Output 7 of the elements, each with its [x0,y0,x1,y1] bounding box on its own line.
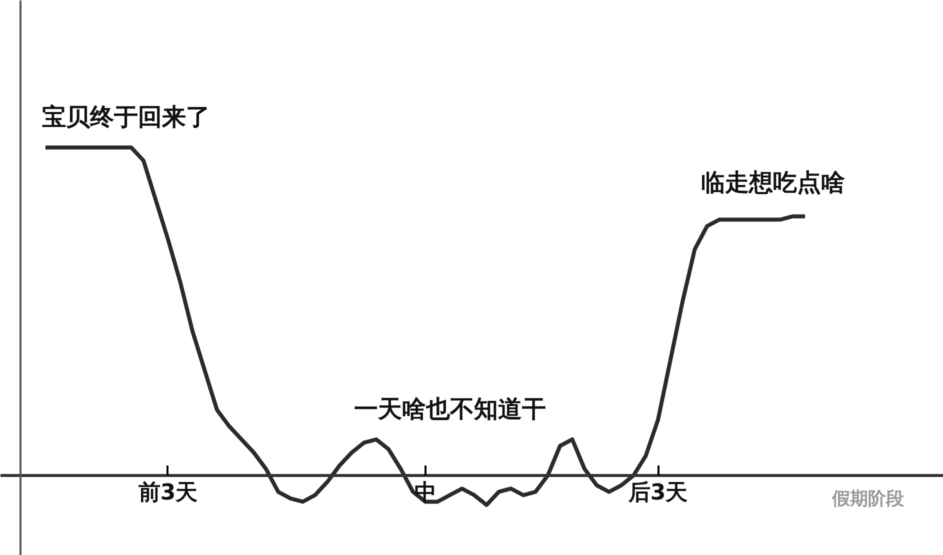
x-axis-title: 假期阶段 [831,488,906,510]
x-tick-label: 中 [414,480,436,506]
annotation: 临走想吃点啥 [700,168,845,197]
x-tick-label: 后3天 [627,480,688,506]
annotation: 一天啥也不知道干 [354,394,546,423]
text: 宝贝终于回来了 [42,103,210,132]
x-tick-label: 前3天 [137,480,198,506]
